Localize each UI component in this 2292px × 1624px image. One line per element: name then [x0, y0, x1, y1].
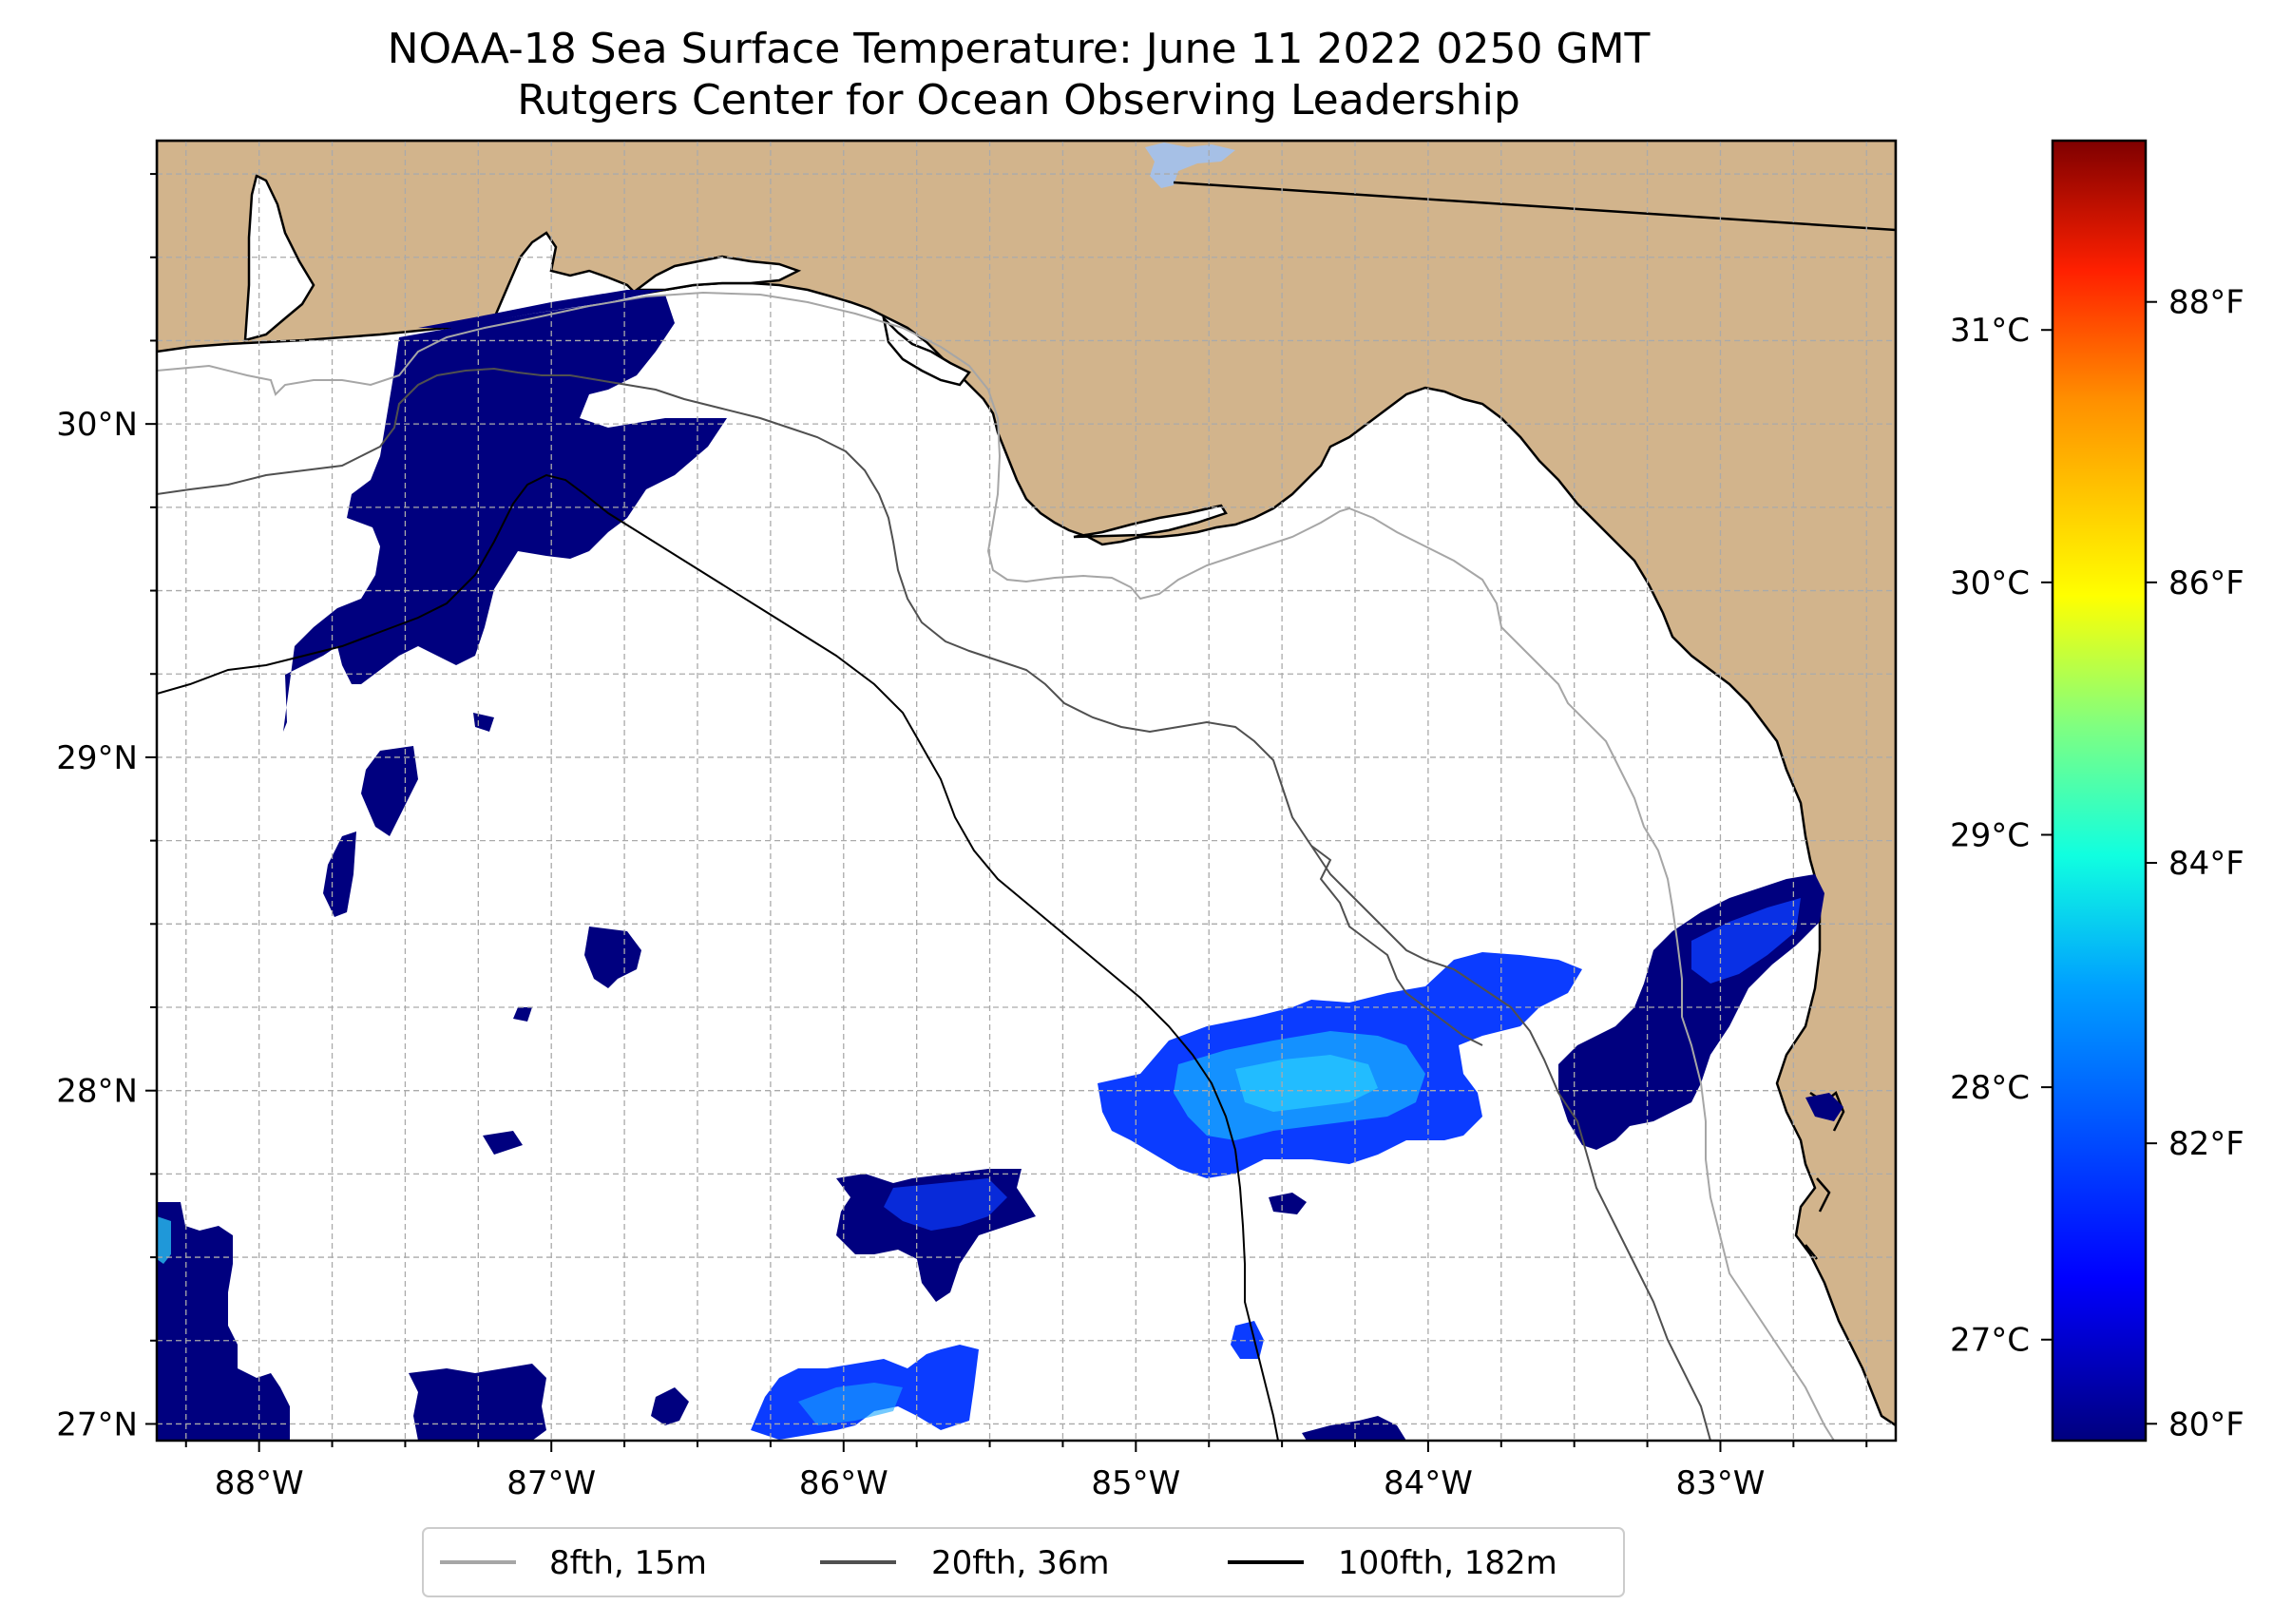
colorbar-f-label: 86°F	[2168, 564, 2244, 602]
legend-label-20fth: 20fth, 36m	[931, 1544, 1110, 1582]
colorbar-c-label: 29°C	[1950, 816, 2030, 854]
sst-patch-south-1-warm	[884, 1178, 1007, 1231]
sst-patch-small-2	[323, 831, 356, 917]
colorbar-gradient	[2051, 139, 2148, 1442]
gridlines	[157, 141, 1896, 1441]
map-frame	[155, 139, 1898, 1442]
choctawhatchee-bay	[633, 255, 802, 292]
legend: 8fth, 15m 20fth, 36m 100fth, 182m	[422, 1527, 1625, 1597]
sst-patch-south-3	[409, 1364, 546, 1441]
mobile-bay	[243, 174, 315, 342]
isobath-20fth	[157, 367, 1711, 1441]
sst-patch-south-4-warm	[157, 1216, 171, 1264]
sst-patch-tampa	[1805, 1093, 1843, 1121]
colorbar: 27°C 28°C 29°C 30°C 31°C 80°F 82°F 84°F 86°F 88°F	[1950, 139, 2244, 1444]
sst-patch-south-8	[1269, 1193, 1307, 1214]
lon-tick-label: 83°W	[1676, 1464, 1766, 1502]
lat-tick-label: 30°N	[56, 406, 138, 444]
colorbar-f-label: 88°F	[2168, 284, 2244, 322]
sst-patch-northwest	[283, 295, 727, 732]
isobath-100fth	[157, 473, 1279, 1441]
axis-ticks: 88°W 87°W 86°W 85°W 84°W 83°W 27°N 28°N 29°N 30°N	[56, 173, 1868, 1502]
sst-patch-small-3	[584, 927, 641, 988]
sst-patch-small-6	[473, 713, 494, 732]
sst-patch-small-5	[483, 1131, 523, 1155]
lat-tick-label: 28°N	[56, 1073, 138, 1111]
legend-label-100fth: 100fth, 182m	[1338, 1544, 1557, 1582]
legend-box	[422, 1527, 1625, 1597]
lat-tick-label: 27°N	[56, 1405, 138, 1443]
colorbar-c-label: 30°C	[1950, 564, 2030, 602]
colorbar-c-label: 27°C	[1950, 1322, 2030, 1360]
chart-title: NOAA-18 Sea Surface Temperature: June 11…	[388, 25, 1651, 73]
colorbar-f-label: 84°F	[2168, 845, 2244, 883]
sst-data-layer	[157, 290, 1843, 1441]
sst-patch-east-coast-mid	[1691, 898, 1801, 984]
lon-tick-label: 84°W	[1384, 1464, 1473, 1502]
sst-patch-central-warm-core	[1235, 1055, 1378, 1112]
colorbar-f-label: 82°F	[2168, 1125, 2244, 1163]
sst-patch-south-2-warm	[798, 1383, 903, 1425]
chart-subtitle: Rutgers Center for Ocean Observing Leade…	[517, 76, 1520, 124]
sst-patch-south-7	[1302, 1416, 1406, 1441]
map-panel	[157, 141, 1896, 1441]
lon-tick-label: 85°W	[1091, 1464, 1180, 1502]
sst-patch-small-4	[513, 1007, 532, 1022]
lon-tick-label: 88°W	[215, 1464, 304, 1502]
lat-tick-label: 29°N	[56, 739, 138, 777]
st-andrews-bay	[881, 315, 971, 387]
lake	[1145, 143, 1235, 188]
sst-patch-south-5	[651, 1387, 689, 1425]
colorbar-c-label: 31°C	[1950, 312, 2030, 350]
sst-patch-south-6	[1231, 1321, 1264, 1359]
apalachicola-bay	[1073, 504, 1228, 539]
isobath-8fth	[157, 291, 1835, 1441]
colorbar-ticks: 27°C 28°C 29°C 30°C 31°C 80°F 82°F 84°F 86°F 88°F	[1950, 284, 2244, 1444]
lon-tick-label: 87°W	[506, 1464, 596, 1502]
legend-label-8fth: 8fth, 15m	[549, 1544, 707, 1582]
sst-patch-south-4	[157, 1202, 290, 1441]
colorbar-f-label: 80°F	[2168, 1405, 2244, 1443]
sst-patch-small-1	[361, 746, 418, 836]
colorbar-c-label: 28°C	[1950, 1069, 2030, 1107]
lon-tick-label: 86°W	[799, 1464, 888, 1502]
shelf-detail	[1310, 845, 1483, 1046]
state-border	[1173, 181, 1896, 232]
sst-patch-coast-strip	[418, 290, 665, 328]
